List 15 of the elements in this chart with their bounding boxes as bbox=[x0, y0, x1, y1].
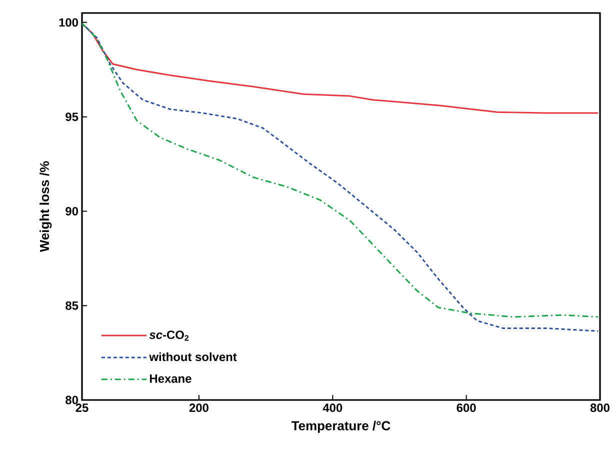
legend-label: without solvent bbox=[149, 352, 237, 362]
y-tick-label: 100 bbox=[59, 18, 78, 27]
legend-label: Hexane bbox=[150, 374, 192, 383]
y-tick-label: 95 bbox=[66, 112, 78, 122]
y-tick-label: 80 bbox=[66, 396, 78, 404]
x-tick-label: 25 bbox=[76, 404, 88, 412]
x-tick-label: 600 bbox=[456, 404, 476, 412]
x-tick-label: 800 bbox=[590, 404, 610, 412]
y-axis-title: Weight loss /% bbox=[40, 161, 52, 252]
y-tick-label: 85 bbox=[66, 301, 78, 310]
x-tick-label: 400 bbox=[322, 404, 342, 412]
x-tick-label: 200 bbox=[189, 404, 208, 412]
legend-label: sc-CO$_{2}$ bbox=[149, 330, 189, 341]
y-tick-label: 90 bbox=[66, 206, 78, 216]
x-axis-title: Temperature /°C bbox=[292, 420, 390, 433]
